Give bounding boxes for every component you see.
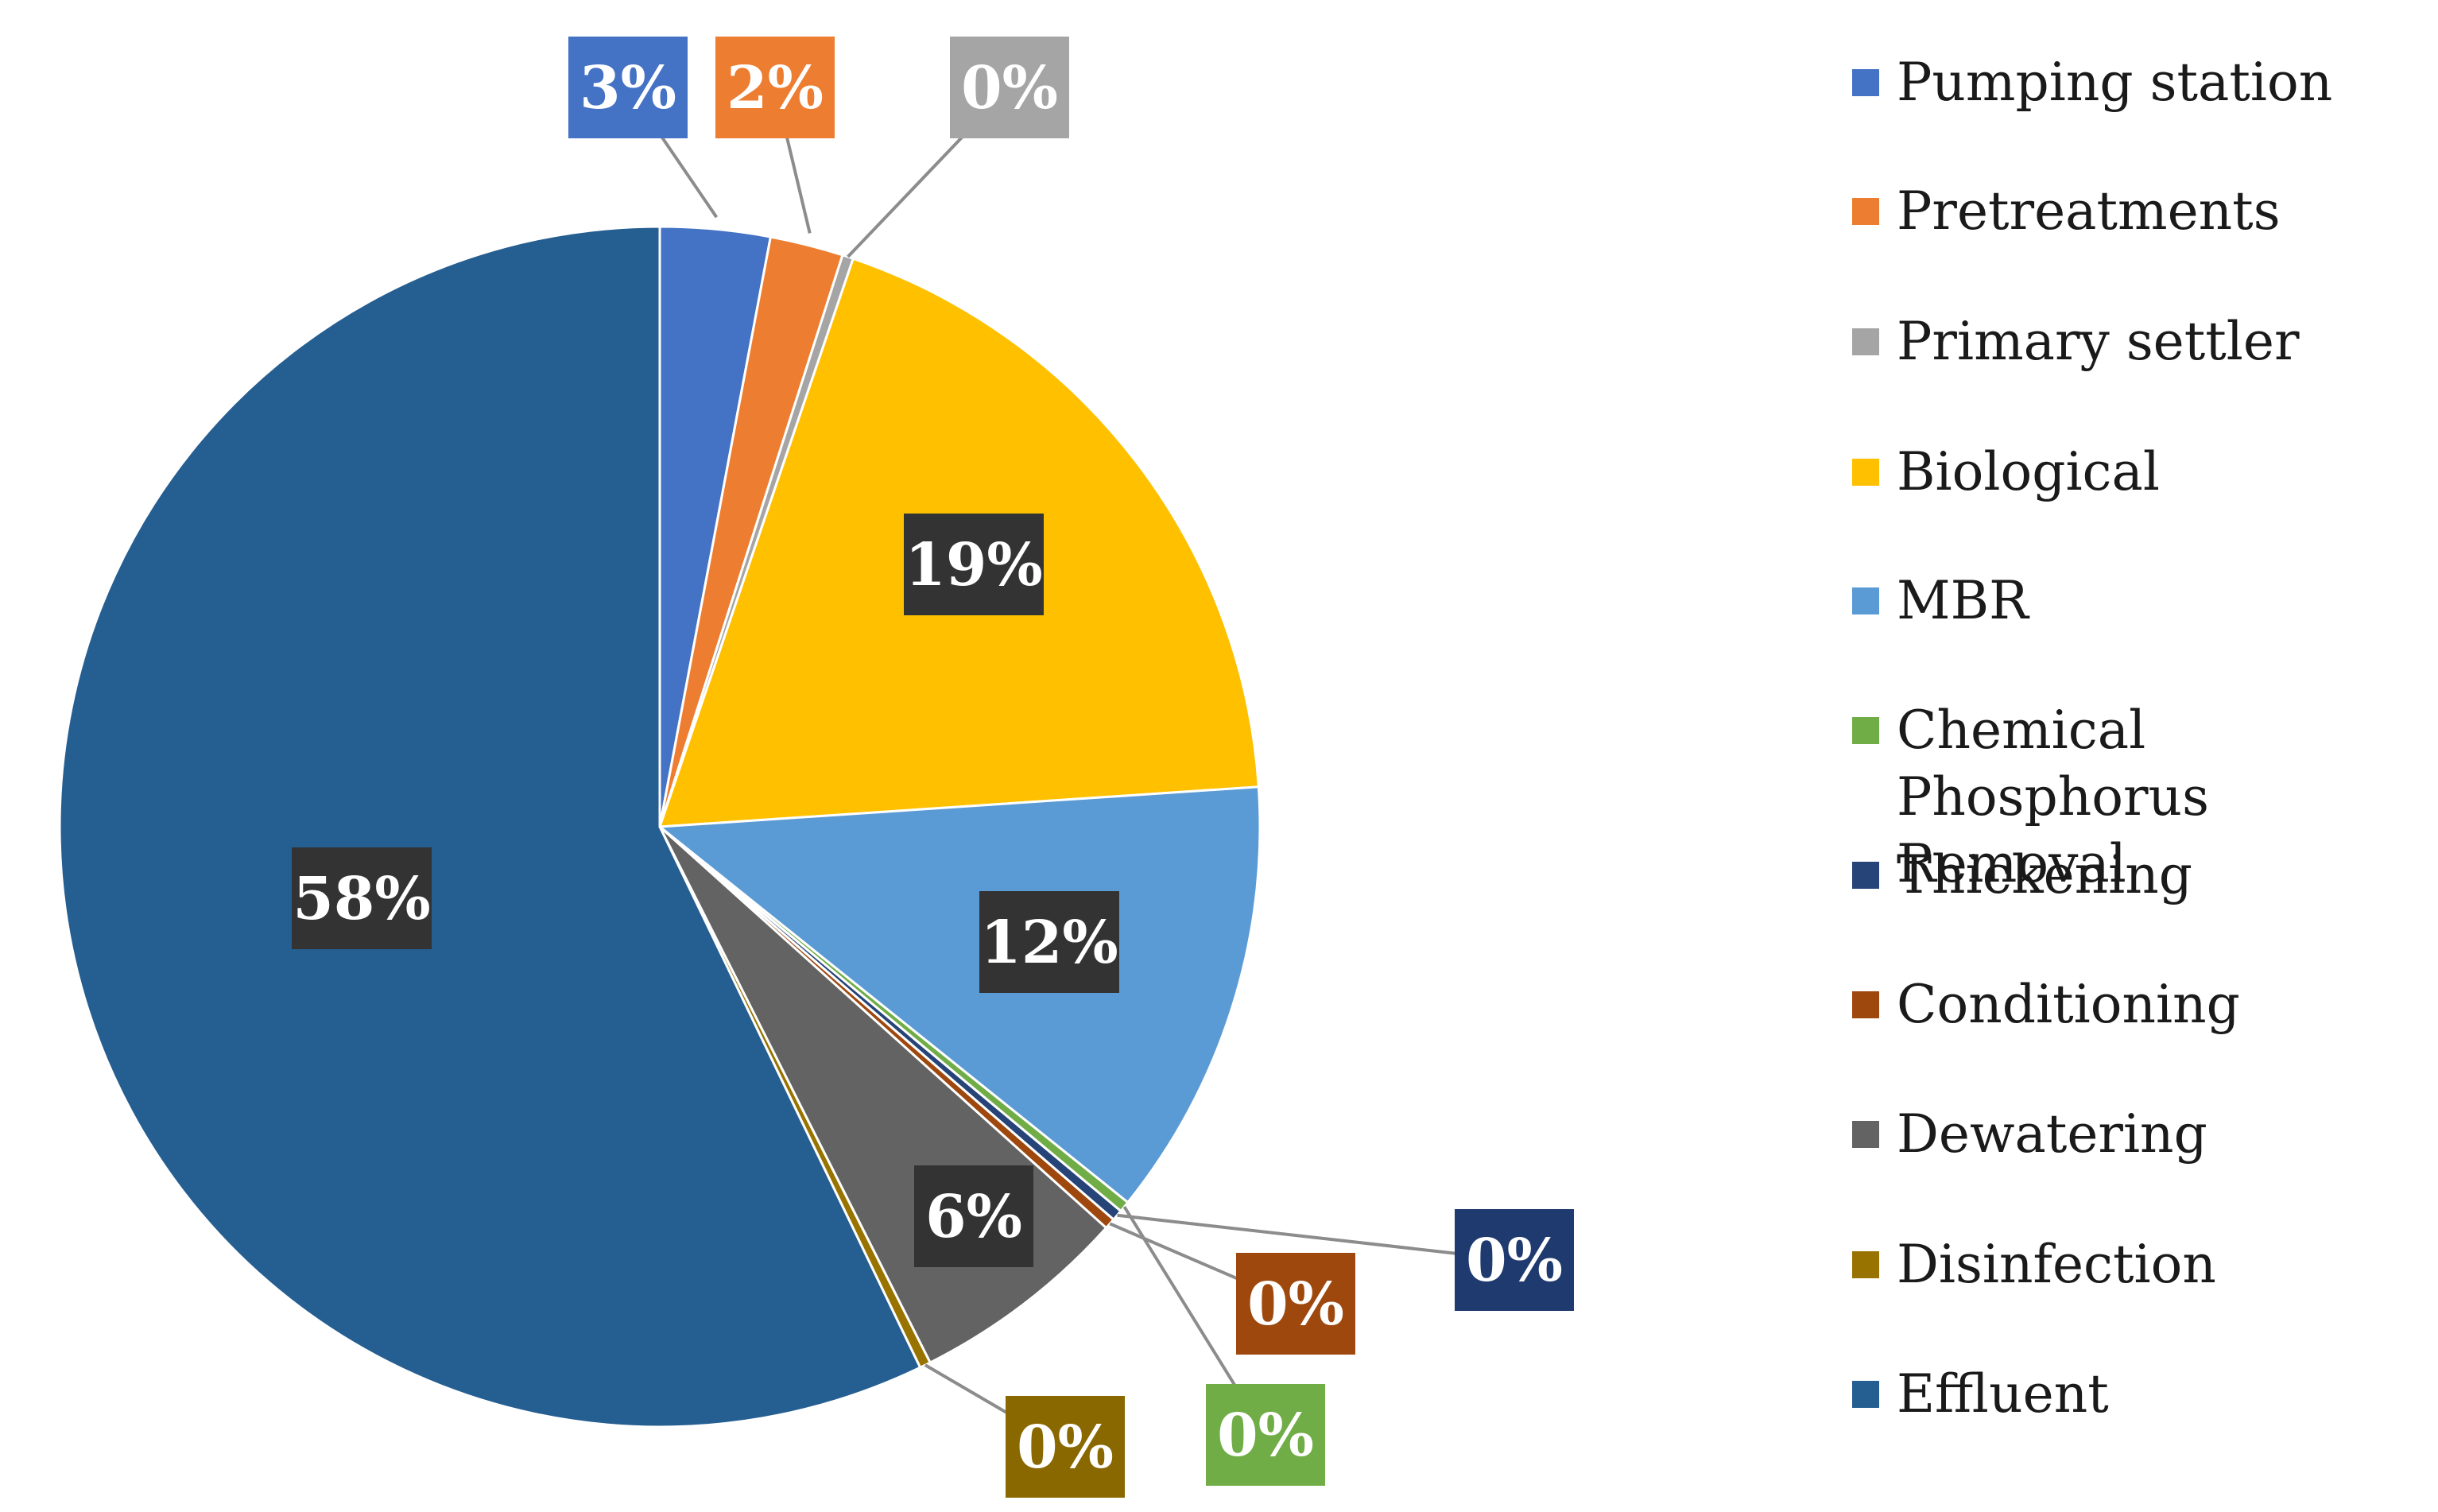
legend-label: Effluent	[1897, 1363, 2109, 1425]
data-label: 12%	[979, 891, 1119, 993]
legend-item: Dewatering	[1852, 1101, 2421, 1168]
legend-label: Disinfection	[1897, 1234, 2216, 1295]
data-label-text: 6%	[925, 1183, 1022, 1251]
data-label-text: 2%	[727, 54, 824, 122]
legend-swatch	[1852, 862, 1879, 889]
legend-swatch	[1852, 1381, 1879, 1408]
data-label-text: 0%	[1247, 1270, 1344, 1339]
data-labels: 3% 2% 0% 19% 12% 0% 0% 0% 6% 0% 58%	[292, 37, 1574, 1498]
legend-item: Conditioning	[1852, 971, 2421, 1038]
legend-swatch	[1852, 328, 1879, 355]
data-label: 58%	[292, 847, 432, 949]
pie-slice-effluent	[58, 225, 922, 1429]
data-label-text: 0%	[1466, 1227, 1563, 1295]
legend-swatch	[1852, 459, 1879, 486]
legend-item: Biological	[1852, 439, 2421, 506]
pie-slice-mbr	[657, 785, 1262, 1204]
data-label-box	[904, 514, 1044, 615]
legend-swatch	[1852, 717, 1879, 744]
data-label: 0%	[1455, 1209, 1574, 1311]
legend-item: Primary settler	[1852, 308, 2421, 375]
data-label-box	[1206, 1384, 1325, 1486]
data-label-box	[1006, 1396, 1125, 1498]
legend-item: Disinfection	[1852, 1231, 2421, 1298]
legend-label: Thickening	[1897, 844, 2193, 905]
data-label-box	[914, 1165, 1033, 1267]
data-label-box	[1236, 1253, 1355, 1355]
legend-label: Dewatering	[1897, 1103, 2207, 1165]
legend-label: Pretreatments	[1897, 180, 2281, 242]
data-label-text: 0%	[961, 54, 1058, 122]
legend-swatch	[1852, 198, 1879, 225]
data-label: 2%	[715, 37, 835, 138]
legend-label: MBR	[1897, 570, 2029, 631]
data-label-box	[950, 37, 1069, 138]
data-label: 0%	[1006, 1396, 1125, 1498]
data-label-text: 58%	[293, 865, 430, 933]
data-label: 6%	[914, 1165, 1033, 1267]
legend-label: Conditioning	[1897, 974, 2240, 1035]
legend-swatch	[1852, 587, 1879, 614]
legend-swatch	[1852, 991, 1879, 1018]
leader-line	[1117, 1213, 1515, 1262]
legend-item: Pumping station	[1852, 49, 2421, 116]
legend-item: Chemical Phosphorus Removal	[1852, 697, 2421, 898]
data-label: 0%	[1206, 1384, 1325, 1486]
data-label-box	[292, 847, 432, 949]
data-label-box	[715, 37, 835, 138]
legend-label: Chemical Phosphorus Removal	[1897, 700, 2209, 894]
legend-label: Biological	[1897, 441, 2160, 502]
pie-slices	[58, 225, 1262, 1429]
data-label: 0%	[950, 37, 1069, 138]
legend-item: Thickening	[1852, 842, 2421, 909]
legend-swatch	[1852, 69, 1879, 96]
legend-swatch	[1852, 1121, 1879, 1148]
data-label: 3%	[568, 37, 688, 138]
data-label: 0%	[1236, 1253, 1355, 1355]
data-label-text: 12%	[980, 909, 1118, 977]
data-label-text: 19%	[905, 531, 1042, 599]
data-label-box	[979, 891, 1119, 993]
legend-label: Pumping station	[1897, 52, 2333, 113]
data-label-box	[568, 37, 688, 138]
legend-swatch	[1852, 1251, 1879, 1278]
data-label-text: 0%	[1017, 1413, 1114, 1482]
legend-label: Primary settler	[1897, 311, 2300, 372]
legend-item: MBR	[1852, 568, 2421, 634]
data-label: 19%	[904, 514, 1044, 615]
legend-item: Pretreatments	[1852, 178, 2421, 245]
data-label-box	[1455, 1209, 1574, 1311]
data-label-text: 3%	[579, 54, 676, 122]
data-label-text: 0%	[1217, 1402, 1314, 1470]
legend-item: Effluent	[1852, 1361, 2421, 1428]
